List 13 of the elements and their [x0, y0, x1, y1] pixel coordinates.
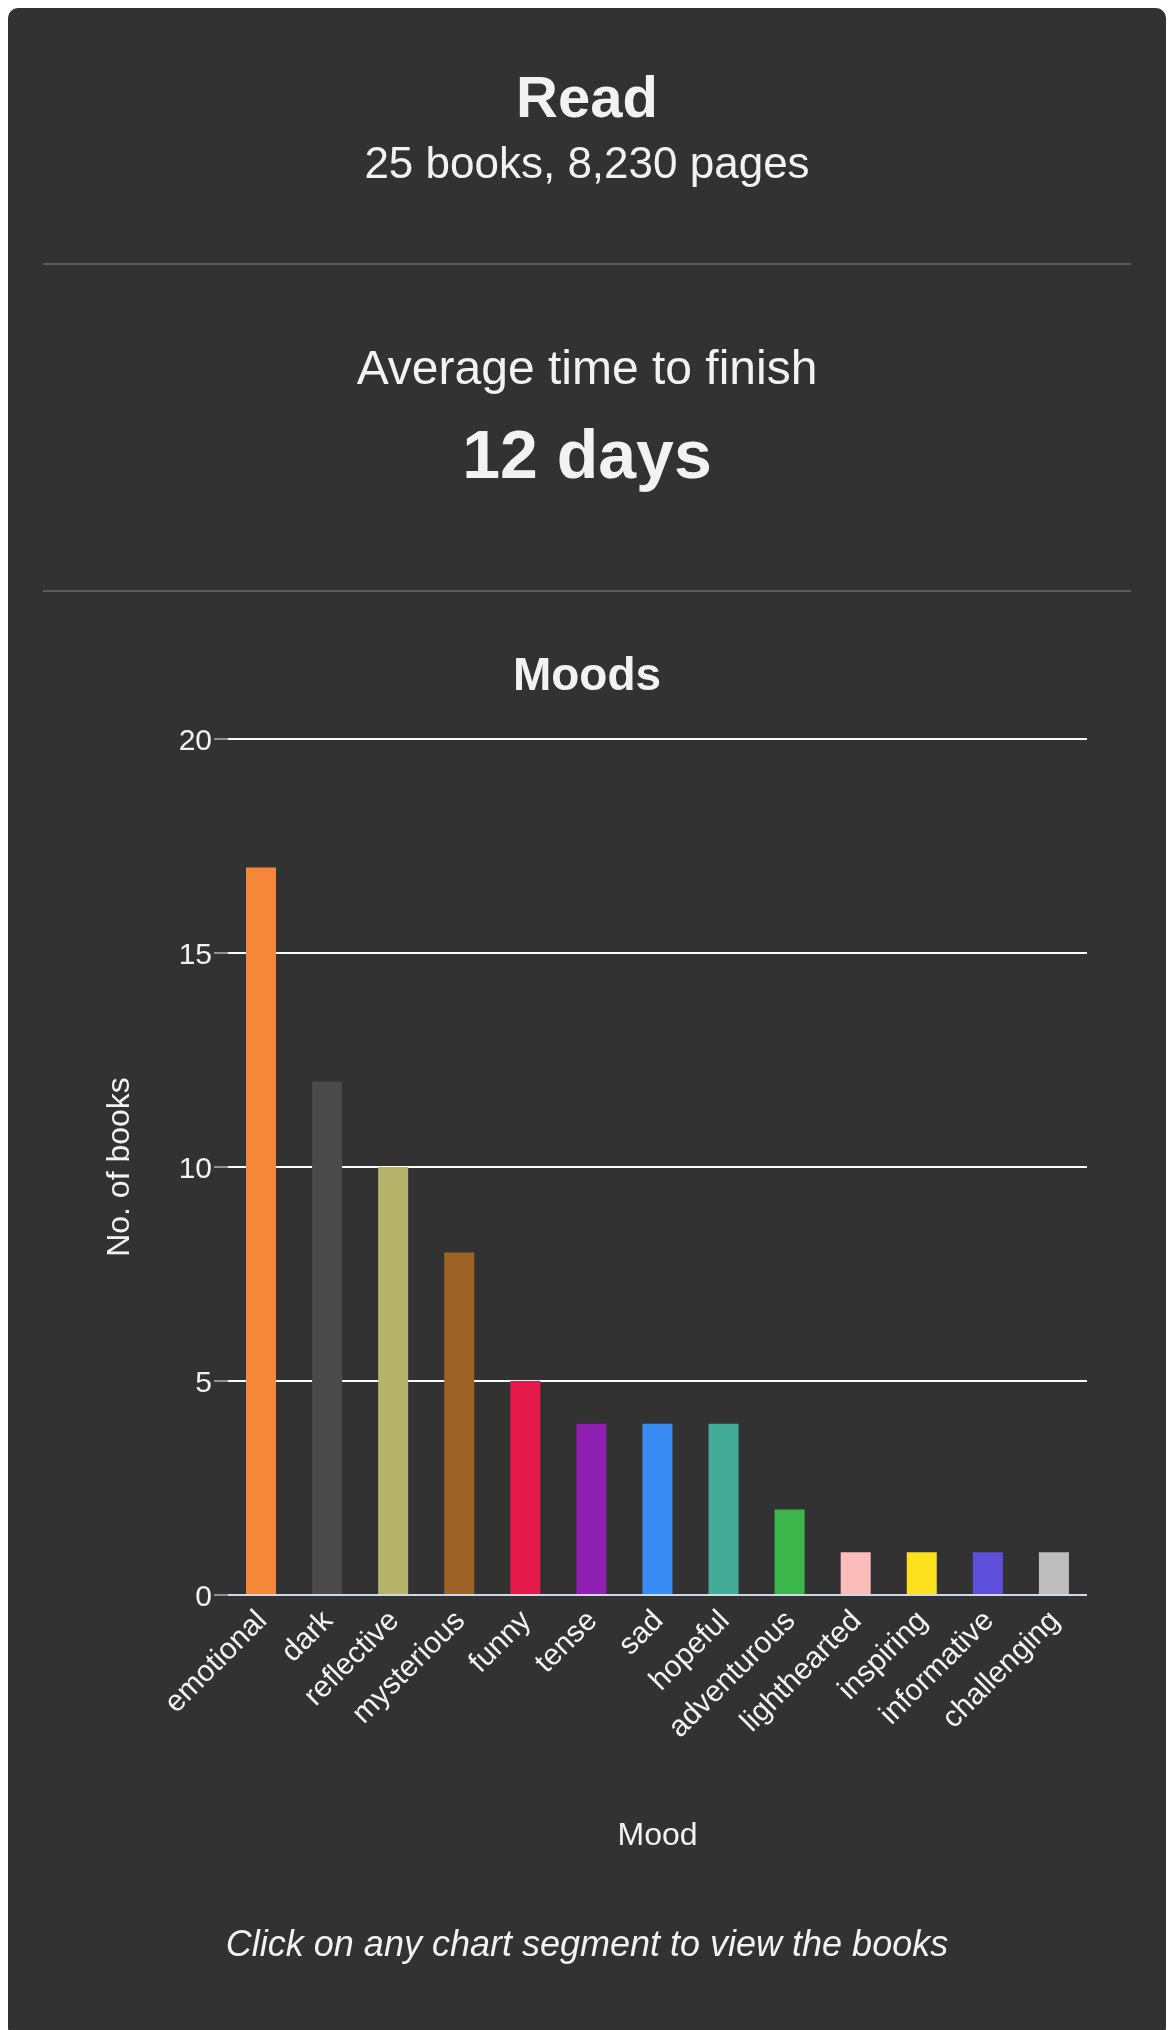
- y-axis-title: No. of books: [100, 1077, 137, 1257]
- chart-title: Moods: [511, 647, 663, 702]
- y-tick-label: 0: [195, 1578, 212, 1612]
- text: Read: [515, 63, 659, 130]
- y-tick-label: 5: [195, 1364, 212, 1398]
- y-tick-label: 15: [178, 936, 212, 970]
- text: Average time to finish: [355, 340, 819, 395]
- y-tick-label: 20: [178, 722, 212, 756]
- text: 25 books, 8,230 pages: [363, 138, 811, 188]
- text: 12 days: [461, 415, 713, 493]
- x-axis-title: Mood: [617, 1816, 698, 1852]
- text: Click on any chart segment to view the books: [224, 1923, 950, 1965]
- y-tick-label: 10: [178, 1150, 212, 1184]
